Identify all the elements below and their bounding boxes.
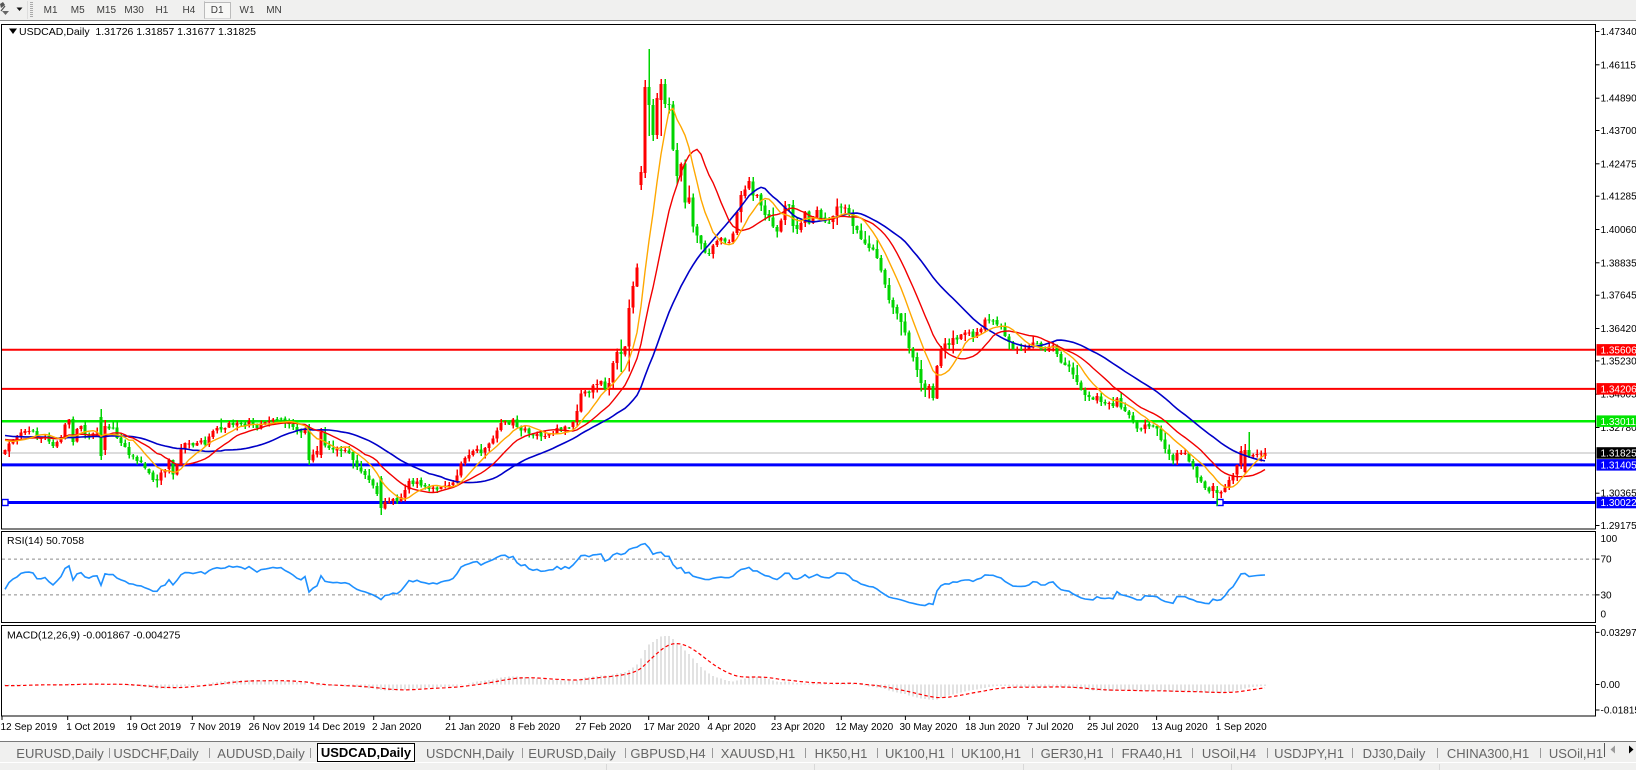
svg-text:1 Sep 2020: 1 Sep 2020 bbox=[1216, 722, 1268, 733]
svg-text:0.032972: 0.032972 bbox=[1601, 628, 1636, 639]
svg-text:1.35230: 1.35230 bbox=[1601, 356, 1636, 367]
svg-text:27 Feb 2020: 27 Feb 2020 bbox=[575, 722, 632, 733]
svg-text:1.35606: 1.35606 bbox=[1601, 346, 1636, 357]
svg-text:1.30022: 1.30022 bbox=[1601, 498, 1636, 509]
svg-text:1.31825: 1.31825 bbox=[1601, 449, 1636, 460]
svg-text:25 Jul 2020: 25 Jul 2020 bbox=[1087, 722, 1139, 733]
svg-text:0.00: 0.00 bbox=[1601, 680, 1621, 691]
svg-text:1 Oct 2019: 1 Oct 2019 bbox=[66, 722, 115, 733]
svg-text:30 May 2020: 30 May 2020 bbox=[899, 722, 957, 733]
svg-text:100: 100 bbox=[1601, 534, 1618, 545]
svg-text:1.37645: 1.37645 bbox=[1601, 291, 1636, 302]
svg-text:18 Jun 2020: 18 Jun 2020 bbox=[965, 722, 1020, 733]
svg-text:12 Sep 2019: 12 Sep 2019 bbox=[0, 722, 57, 733]
svg-text:USDCAD,Daily 1.31726 1.31857: USDCAD,Daily 1.31726 1.31857 1.31677 1.3… bbox=[19, 26, 256, 38]
svg-text:13 Aug 2020: 13 Aug 2020 bbox=[1152, 722, 1209, 733]
svg-text:1.29175: 1.29175 bbox=[1601, 521, 1636, 532]
svg-text:1.43700: 1.43700 bbox=[1601, 126, 1636, 137]
svg-text:26 Nov 2019: 26 Nov 2019 bbox=[249, 722, 306, 733]
svg-text:2 Jan 2020: 2 Jan 2020 bbox=[372, 722, 422, 733]
svg-text:1.44890: 1.44890 bbox=[1601, 94, 1636, 105]
svg-text:1.31405: 1.31405 bbox=[1601, 461, 1636, 472]
svg-text:0: 0 bbox=[1601, 610, 1607, 621]
svg-text:RSI(14) 50.7058: RSI(14) 50.7058 bbox=[7, 535, 84, 547]
svg-text:70: 70 bbox=[1601, 555, 1613, 566]
svg-text:17 Mar 2020: 17 Mar 2020 bbox=[644, 722, 701, 733]
svg-text:19 Oct 2019: 19 Oct 2019 bbox=[127, 722, 182, 733]
svg-text:1.41285: 1.41285 bbox=[1601, 192, 1636, 203]
svg-text:12 May 2020: 12 May 2020 bbox=[835, 722, 893, 733]
svg-text:1.33011: 1.33011 bbox=[1601, 417, 1636, 428]
svg-text:7 Nov 2019: 7 Nov 2019 bbox=[190, 722, 242, 733]
svg-text:1.40060: 1.40060 bbox=[1601, 225, 1636, 236]
svg-text:1.34206: 1.34206 bbox=[1601, 385, 1636, 396]
svg-text:-0.018154: -0.018154 bbox=[1601, 706, 1636, 717]
svg-text:21 Jan 2020: 21 Jan 2020 bbox=[445, 722, 500, 733]
svg-text:1.42475: 1.42475 bbox=[1601, 159, 1636, 170]
svg-text:1.46115: 1.46115 bbox=[1601, 60, 1636, 71]
svg-text:30: 30 bbox=[1601, 590, 1613, 601]
svg-text:7 Jul 2020: 7 Jul 2020 bbox=[1027, 722, 1074, 733]
svg-text:8 Feb 2020: 8 Feb 2020 bbox=[509, 722, 560, 733]
svg-text:4 Apr 2020: 4 Apr 2020 bbox=[707, 722, 756, 733]
svg-text:14 Dec 2019: 14 Dec 2019 bbox=[308, 722, 365, 733]
svg-text:1.38835: 1.38835 bbox=[1601, 258, 1636, 269]
svg-text:1.36420: 1.36420 bbox=[1601, 324, 1636, 335]
svg-text:23 Apr 2020: 23 Apr 2020 bbox=[771, 722, 825, 733]
svg-text:1.47340: 1.47340 bbox=[1601, 27, 1636, 38]
svg-text:MACD(12,26,9) -0.001867 -0.004: MACD(12,26,9) -0.001867 -0.004275 bbox=[7, 629, 181, 641]
